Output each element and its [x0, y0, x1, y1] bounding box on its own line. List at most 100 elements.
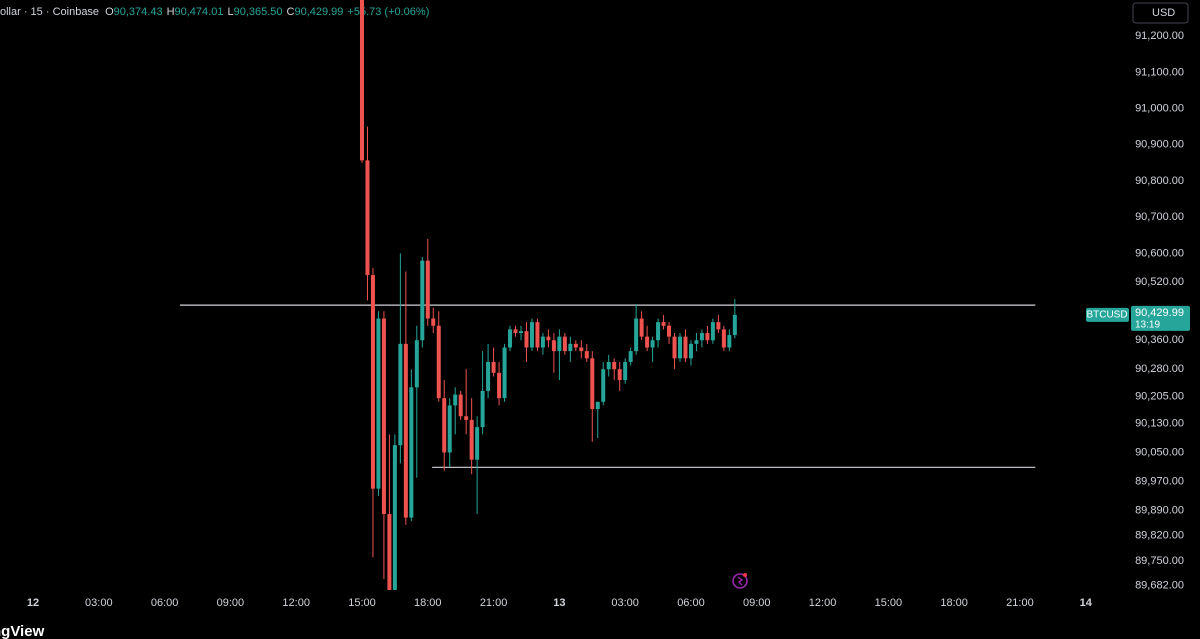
- candle-body: [595, 401, 600, 410]
- candle-body: [557, 336, 562, 352]
- y-tick-label: 90,205.00: [1135, 390, 1184, 402]
- candle-body: [524, 331, 529, 348]
- candle-body: [699, 333, 704, 341]
- candle-body: [392, 445, 397, 590]
- candle-body: [491, 361, 496, 373]
- candle-body: [387, 513, 392, 590]
- candle-body: [688, 343, 693, 359]
- candle-body: [672, 336, 677, 359]
- x-tick-label: 12:00: [809, 597, 837, 609]
- symbol-tag-bg: [1086, 307, 1129, 322]
- candle-body: [425, 260, 430, 319]
- ohlc-value: 90,474.01: [175, 6, 224, 18]
- y-tick-label: 89,750.00: [1135, 555, 1184, 567]
- symbol-header: ollar · 15 · Coinbase: [0, 6, 99, 18]
- candle-body: [716, 322, 721, 330]
- candle-body: [475, 427, 480, 460]
- y-tick-label: 91,000.00: [1135, 102, 1184, 114]
- countdown: 13:19: [1135, 320, 1160, 331]
- y-tick-label: 90,130.00: [1135, 417, 1184, 429]
- icon[interactable]: [732, 573, 748, 589]
- candle-body: [365, 160, 370, 276]
- candle-body: [628, 351, 633, 362]
- x-tick-label: 18:00: [414, 597, 442, 609]
- ohlc-value: 90,429.99: [294, 6, 343, 18]
- y-tick-label: 90,600.00: [1135, 247, 1184, 259]
- y-tick-label: 90,800.00: [1135, 175, 1184, 187]
- y-tick-label: 91,200.00: [1135, 30, 1184, 42]
- candle-body: [568, 343, 573, 352]
- candle-body: [529, 322, 534, 348]
- candle-body: [612, 361, 617, 370]
- ohlc-key: C: [287, 6, 295, 18]
- candle-body: [645, 336, 650, 348]
- y-tick-label: 90,280.00: [1135, 363, 1184, 375]
- candle-body: [513, 329, 518, 334]
- candle-body: [661, 322, 666, 326]
- candle-body: [667, 325, 672, 337]
- y-tick-label: 90,700.00: [1135, 211, 1184, 223]
- candle-body: [453, 394, 458, 406]
- candle-body: [403, 343, 408, 518]
- candle-body: [656, 322, 661, 341]
- candles: [359, 0, 737, 590]
- x-tick-label: 21:00: [480, 597, 508, 609]
- candle-body: [535, 322, 540, 348]
- currency-button-frame[interactable]: [1132, 2, 1189, 24]
- candle-body: [601, 369, 606, 402]
- y-tick-label: 89,890.00: [1135, 504, 1184, 516]
- y-tick-label: 90,520.00: [1135, 276, 1184, 288]
- candle-body: [480, 390, 485, 428]
- y-tick-label: 90,360.00: [1135, 334, 1184, 346]
- x-tick-label: 21:00: [1006, 597, 1034, 609]
- candle-body: [683, 336, 688, 359]
- candle-body: [508, 329, 513, 348]
- candle-body: [606, 361, 611, 370]
- candle-body: [562, 336, 567, 352]
- candle-body: [409, 387, 414, 518]
- x-tick-label: 09:00: [743, 597, 771, 609]
- x-tick-label: 14: [1080, 597, 1093, 609]
- candle-body: [436, 325, 441, 399]
- x-tick-label: 06:00: [151, 597, 179, 609]
- y-tick-label: 91,100.00: [1135, 66, 1184, 78]
- candle-body: [551, 340, 556, 352]
- brand: ngView: [0, 623, 45, 639]
- x-tick-label: 03:00: [85, 597, 113, 609]
- currency-button[interactable]: USD: [1152, 7, 1175, 19]
- candle-body: [376, 318, 381, 489]
- candle-body: [464, 416, 469, 420]
- x-tick-label: 15:00: [875, 597, 903, 609]
- ohlc-value: 90,365.50: [234, 6, 283, 18]
- candle-body: [414, 340, 419, 388]
- x-tick-label: 06:00: [677, 597, 705, 609]
- candle-body: [639, 318, 644, 337]
- candle-body: [502, 347, 507, 399]
- legend-header: ollar · 15 · Coinbase O90,374.43 H90,474.0…: [0, 6, 429, 18]
- x-tick-label: 12: [27, 597, 39, 609]
- candle-body: [518, 331, 523, 334]
- candle-body: [584, 351, 589, 359]
- candle-body: [623, 361, 628, 381]
- candle-body: [546, 336, 551, 341]
- candle-body: [579, 347, 584, 352]
- candle-body: [398, 343, 403, 446]
- candle-body: [420, 260, 425, 341]
- price-tag-bg: [1131, 305, 1190, 331]
- candle-body: [442, 398, 447, 453]
- candle-body: [590, 358, 595, 410]
- candle-body: [705, 333, 710, 341]
- y-tick-label: 89,970.00: [1135, 475, 1184, 487]
- y-tick-label: 90,050.00: [1135, 446, 1184, 458]
- candle-body: [694, 340, 699, 344]
- candle-body: [573, 343, 578, 348]
- candle-body: [710, 322, 715, 341]
- candle-body: [732, 314, 737, 336]
- change-header: +55.73 (+0.06%): [347, 6, 429, 18]
- candle-body: [447, 405, 452, 453]
- y-tick-label: 89,682.00: [1135, 580, 1184, 592]
- x-tick-label: 12:00: [282, 597, 310, 609]
- candle-body: [359, 0, 364, 161]
- candle-body: [469, 419, 474, 460]
